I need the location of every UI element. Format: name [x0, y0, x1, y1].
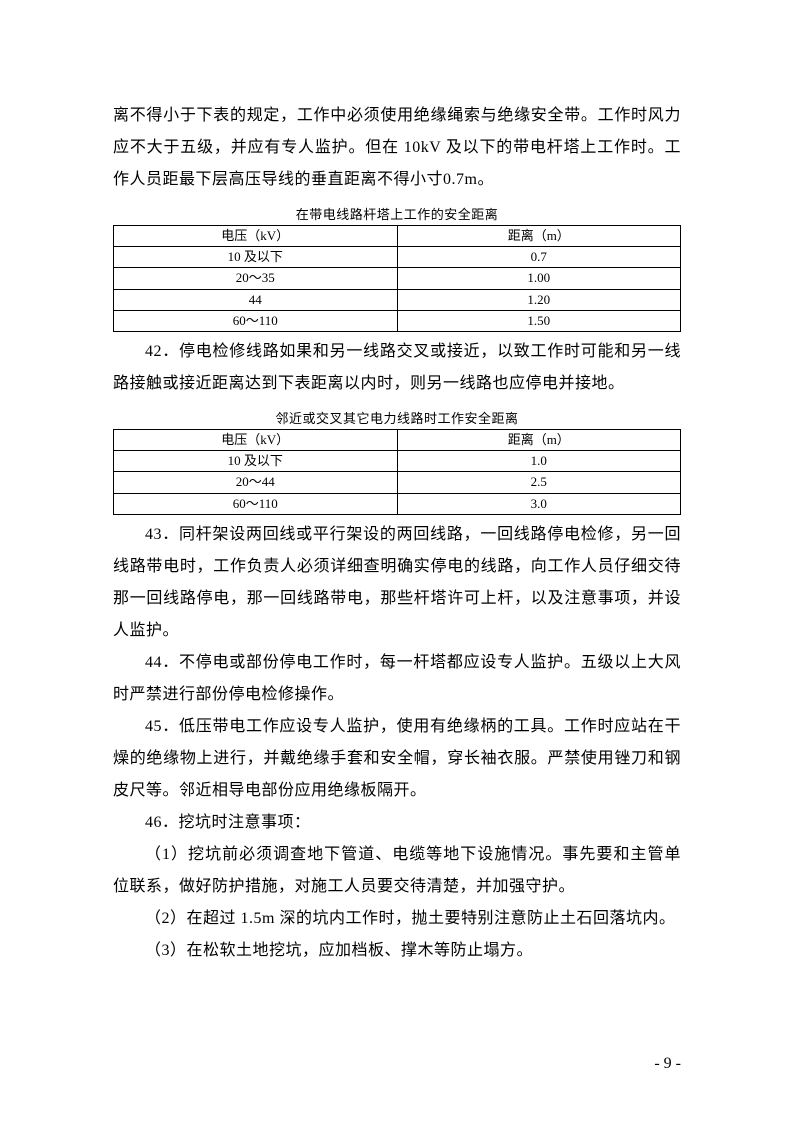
table-cell: 1.00	[397, 268, 681, 289]
table-header: 距离（m）	[397, 226, 681, 247]
paragraph-46-3: （3）在松软土地挖坑，应加档板、撑木等防止塌方。	[113, 935, 681, 967]
table-row: 电压（kV） 距离（m）	[114, 226, 681, 247]
table-cell: 3.0	[397, 493, 681, 514]
table-cell: 60～110	[114, 310, 398, 331]
table-row: 20～35 1.00	[114, 268, 681, 289]
table-cell: 10 及以下	[114, 247, 398, 268]
table-row: 10 及以下 1.0	[114, 451, 681, 472]
page-number: - 9 -	[654, 1055, 681, 1073]
table-cell: 2.5	[397, 472, 681, 493]
table-row: 电压（kV） 距离（m）	[114, 429, 681, 450]
safety-distance-table-2: 电压（kV） 距离（m） 10 及以下 1.0 20～44 2.5 60～110…	[113, 429, 681, 515]
table-row: 60～110 1.50	[114, 310, 681, 331]
paragraph-46-2: （2）在超过 1.5m 深的坑内工作时，抛土要特别注意防止土石回落坑内。	[113, 903, 681, 935]
page-content: 离不得小于下表的规定，工作中必须使用绝缘绳索与绝缘安全带。工作时风力应不大于五级…	[0, 0, 794, 1017]
paragraph-42: 42．停电检修线路如果和另一线路交叉或接近，以致工作时可能和另一线路接触或接近距…	[113, 336, 681, 400]
table-row: 10 及以下 0.7	[114, 247, 681, 268]
safety-distance-table-1: 电压（kV） 距离（m） 10 及以下 0.7 20～35 1.00 44 1.…	[113, 225, 681, 332]
table-cell: 60～110	[114, 493, 398, 514]
table-row: 60～110 3.0	[114, 493, 681, 514]
table-cell: 1.0	[397, 451, 681, 472]
table2-title: 邻近或交叉其它电力线路时工作安全距离	[113, 408, 681, 427]
table-row: 44 1.20	[114, 289, 681, 310]
paragraph-43: 43．同杆架设两回线或平行架设的两回线路，一回线路停电检修，另一回线路带电时，工…	[113, 519, 681, 647]
paragraph-46: 46．挖坑时注意事项：	[113, 807, 681, 839]
table-cell: 20～44	[114, 472, 398, 493]
paragraph-continuation: 离不得小于下表的规定，工作中必须使用绝缘绳索与绝缘安全带。工作时风力应不大于五级…	[113, 100, 681, 196]
table-header: 电压（kV）	[114, 226, 398, 247]
table-header: 距离（m）	[397, 429, 681, 450]
table-cell: 10 及以下	[114, 451, 398, 472]
table-cell: 0.7	[397, 247, 681, 268]
paragraph-44: 44．不停电或部份停电工作时，每一杆塔都应设专人监护。五级以上大风时严禁进行部份…	[113, 647, 681, 711]
table-row: 20～44 2.5	[114, 472, 681, 493]
table-cell: 1.20	[397, 289, 681, 310]
table-cell: 1.50	[397, 310, 681, 331]
paragraph-45: 45．低压带电工作应设专人监护，使用有绝缘柄的工具。工作时应站在干燥的绝缘物上进…	[113, 711, 681, 807]
table-cell: 20～35	[114, 268, 398, 289]
table-cell: 44	[114, 289, 398, 310]
table-header: 电压（kV）	[114, 429, 398, 450]
table1-title: 在带电线路杆塔上工作的安全距离	[113, 204, 681, 223]
paragraph-46-1: （1）挖坑前必须调查地下管道、电缆等地下设施情况。事先要和主管单位联系，做好防护…	[113, 839, 681, 903]
